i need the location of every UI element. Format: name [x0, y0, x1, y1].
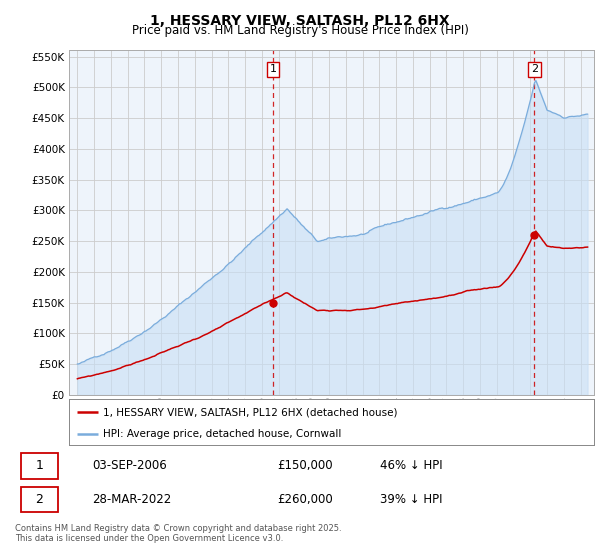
Text: 1: 1	[269, 64, 277, 74]
Text: 2: 2	[531, 64, 538, 74]
Text: 1, HESSARY VIEW, SALTASH, PL12 6HX: 1, HESSARY VIEW, SALTASH, PL12 6HX	[150, 14, 450, 28]
Text: 28-MAR-2022: 28-MAR-2022	[92, 493, 171, 506]
FancyBboxPatch shape	[20, 487, 58, 512]
Text: 39% ↓ HPI: 39% ↓ HPI	[380, 493, 442, 506]
FancyBboxPatch shape	[20, 453, 58, 479]
Text: 2: 2	[35, 493, 43, 506]
Text: £150,000: £150,000	[277, 459, 333, 473]
Text: HPI: Average price, detached house, Cornwall: HPI: Average price, detached house, Corn…	[103, 429, 341, 438]
Text: Price paid vs. HM Land Registry's House Price Index (HPI): Price paid vs. HM Land Registry's House …	[131, 24, 469, 37]
Text: 03-SEP-2006: 03-SEP-2006	[92, 459, 167, 473]
Text: 1: 1	[35, 459, 43, 473]
Text: £260,000: £260,000	[277, 493, 333, 506]
Text: Contains HM Land Registry data © Crown copyright and database right 2025.
This d: Contains HM Land Registry data © Crown c…	[15, 524, 341, 543]
Text: 1, HESSARY VIEW, SALTASH, PL12 6HX (detached house): 1, HESSARY VIEW, SALTASH, PL12 6HX (deta…	[103, 407, 398, 417]
Text: 46% ↓ HPI: 46% ↓ HPI	[380, 459, 442, 473]
